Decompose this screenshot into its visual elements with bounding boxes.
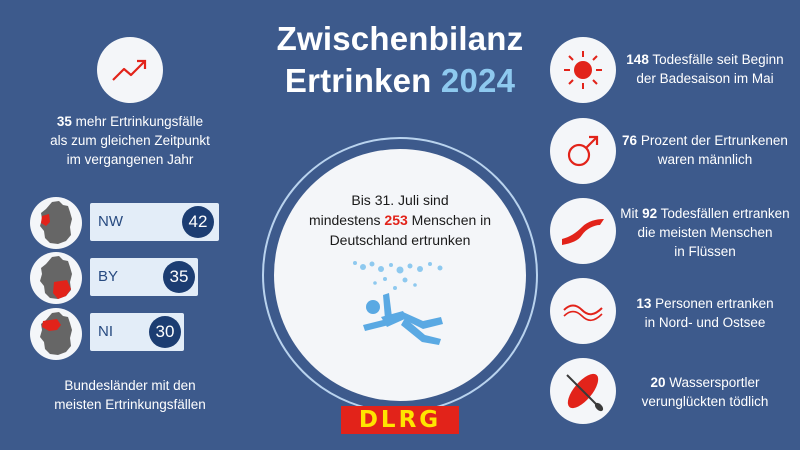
stat-water-sports: 20 Wassersportler verunglückten tödlich bbox=[641, 375, 769, 409]
drowning-person-icon bbox=[345, 255, 455, 355]
trend-stat-text: 35 mehr Ertrinkungsfälle als zum gleiche… bbox=[30, 112, 230, 169]
state-bar-by: BY 35 bbox=[90, 258, 198, 296]
title-line-1: Zwischenbilanz bbox=[276, 20, 524, 57]
stat-north-baltic: 13 Personen ertranken in Nord- und Ostse… bbox=[636, 296, 774, 330]
center-text-3: Deutschland ertrunken bbox=[329, 232, 471, 248]
states-caption: Bundesländer mit den meisten Ertrinkungs… bbox=[30, 376, 230, 414]
states-caption-2: meisten Ertrinkungsfällen bbox=[54, 397, 206, 412]
center-circle bbox=[274, 149, 526, 401]
infographic-title: Zwischenbilanz Ertrinken 2024 bbox=[220, 18, 580, 102]
stat-number: 76 bbox=[622, 133, 638, 148]
stat-number: 20 bbox=[650, 375, 666, 390]
states-caption-1: Bundesländer mit den bbox=[64, 378, 196, 393]
trend-text-2: als zum gleichen Zeitpunkt bbox=[50, 133, 210, 148]
state-value-badge: 42 bbox=[182, 206, 214, 238]
trend-text-3: im vergangenen Jahr bbox=[66, 152, 194, 167]
center-number: 253 bbox=[384, 212, 408, 228]
sun-icon bbox=[550, 37, 616, 103]
stat-male-share: 76 Prozent der Ertrunkenen waren männlic… bbox=[622, 133, 788, 167]
center-text-2: mindestens 253 Menschen in bbox=[308, 212, 492, 228]
stat-number: 148 bbox=[626, 52, 649, 67]
state-code: NI bbox=[98, 323, 113, 340]
title-line-2: Ertrinken 2024 bbox=[220, 60, 580, 102]
state-bar-nw: NW 42 bbox=[90, 203, 219, 241]
dlrg-logo-text: DLRG bbox=[358, 407, 442, 433]
title-word: Ertrinken bbox=[284, 62, 432, 99]
state-bar-ni: NI 30 bbox=[90, 313, 184, 351]
stat-rivers: Mit 92 Todesfällen ertranken die meisten… bbox=[620, 206, 790, 259]
state-value-badge: 30 bbox=[149, 316, 181, 348]
stat-number: 92 bbox=[642, 206, 658, 221]
germany-map-nw-icon bbox=[30, 197, 82, 249]
trend-up-icon bbox=[97, 37, 163, 103]
wave-icon bbox=[550, 278, 616, 344]
state-code: NW bbox=[98, 213, 123, 230]
male-symbol-icon bbox=[550, 118, 616, 184]
trend-number: 35 bbox=[56, 114, 72, 129]
dlrg-logo: DLRG bbox=[341, 406, 459, 434]
germany-map-by-icon bbox=[30, 252, 82, 304]
title-year: 2024 bbox=[440, 62, 516, 99]
center-text-1: Bis 31. Juli sind bbox=[351, 192, 449, 208]
paddleboard-icon bbox=[550, 358, 616, 424]
center-stat-text: Bis 31. Juli sind mindestens 253 Mensche… bbox=[290, 190, 510, 250]
stat-season-deaths: 148 Todesfälle seit Beginn der Badesaiso… bbox=[626, 52, 784, 86]
state-value-badge: 35 bbox=[163, 261, 195, 293]
germany-map-ni-icon bbox=[30, 308, 82, 360]
stat-number: 13 bbox=[636, 296, 652, 311]
river-icon bbox=[550, 198, 616, 264]
state-code: BY bbox=[98, 268, 119, 285]
trend-text-1: mehr Ertrinkungsfälle bbox=[75, 114, 204, 129]
